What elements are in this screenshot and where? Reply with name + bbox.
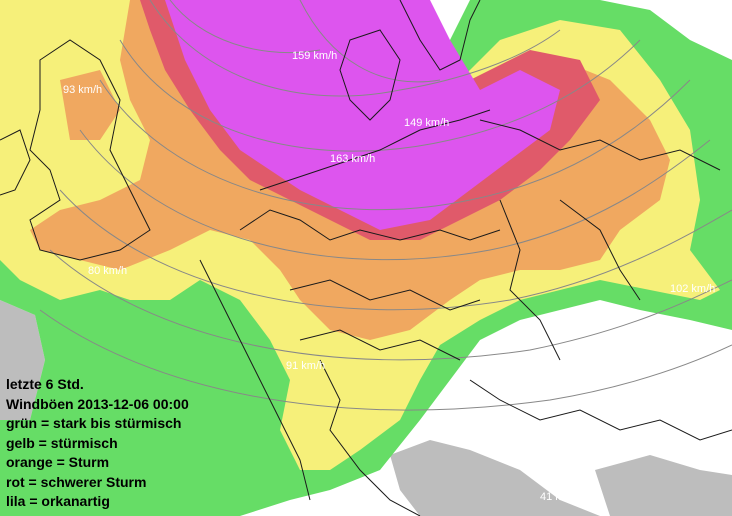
border-east-2 xyxy=(559,199,641,301)
baltic-coast xyxy=(479,119,721,171)
britain-outline xyxy=(29,39,151,261)
legend-gelb: gelb = stürmisch xyxy=(6,434,118,451)
southeast-mountains xyxy=(595,455,732,516)
jutland-outline xyxy=(339,29,401,121)
italy-outline xyxy=(319,359,421,516)
isobar-6 xyxy=(59,189,732,311)
mountain-areas xyxy=(0,300,732,516)
north-coast xyxy=(259,109,491,191)
wind-labels: 159 km/h 93 km/h 149 km/h 163 km/h 80 km… xyxy=(63,50,715,503)
legend-orange: orange = Sturm xyxy=(6,454,110,470)
isobar-8 xyxy=(39,309,732,411)
border-france xyxy=(199,259,311,501)
iberia-mountains xyxy=(0,300,45,430)
scandinavia-outline xyxy=(399,0,481,71)
wind-label-91: 91 km/h xyxy=(286,360,325,372)
isobar-4 xyxy=(99,79,691,211)
isobars xyxy=(39,0,732,411)
legend-timestamp: Windböen 2013-12-06 00:00 xyxy=(6,395,189,412)
wind-label-163: 163 km/h xyxy=(330,153,375,165)
lila-main xyxy=(165,0,560,230)
legend-gruen: grün = stark bis stürmisch xyxy=(6,415,182,431)
ireland-outline xyxy=(0,129,31,196)
wind-label-80: 80 km/h xyxy=(88,265,127,277)
balkan-mountains xyxy=(390,440,600,516)
border-central-1 xyxy=(239,209,501,241)
wind-label-41: 41 km/h xyxy=(540,491,579,503)
wind-label-93: 93 km/h xyxy=(63,84,102,96)
isobar-9 xyxy=(299,0,441,83)
border-alps xyxy=(299,329,461,361)
legend-rot: rot = schwerer Sturm xyxy=(6,473,147,490)
map-legend: letzte 6 Std. Windböen 2013-12-06 00:00 … xyxy=(6,375,189,512)
isobar-7 xyxy=(49,249,732,361)
legend-lila: lila = orkanartig xyxy=(6,493,110,509)
border-balkans xyxy=(469,379,732,441)
wind-label-149: 149 km/h xyxy=(404,117,449,129)
isobar-1 xyxy=(169,0,321,53)
border-central-2 xyxy=(289,279,481,311)
border-east-1 xyxy=(499,199,561,361)
zone-lila xyxy=(165,0,560,230)
isobar-2 xyxy=(149,0,561,97)
legend-period: letzte 6 Std. xyxy=(6,376,84,392)
isobar-5 xyxy=(79,129,711,261)
wind-label-159: 159 km/h xyxy=(292,50,337,62)
isobar-3 xyxy=(119,39,641,152)
wind-label-102: 102 km/h xyxy=(670,283,715,295)
